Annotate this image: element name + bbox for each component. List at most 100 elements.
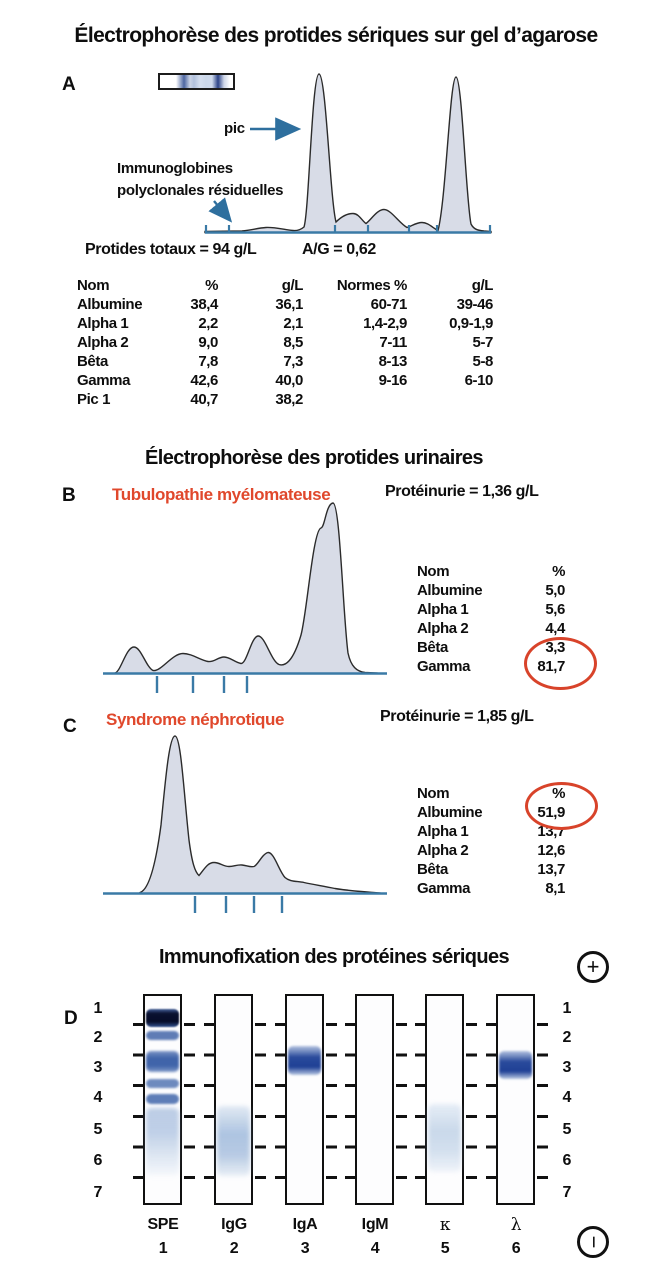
col-header-pct: % — [205, 277, 218, 294]
cell: Pic 1 — [77, 391, 111, 408]
table-row: Bêta 13,7 — [417, 860, 567, 879]
col-header-nom: Nom — [417, 563, 450, 580]
tick-column — [396, 1023, 407, 1179]
cell: 42,6 — [190, 372, 218, 389]
tick-column — [133, 1023, 144, 1179]
band — [146, 1094, 179, 1104]
cell: 0,9-1,9 — [449, 315, 493, 332]
table-row: Alpha 1 2,2 2,1 1,4-2,9 0,9-1,9 — [77, 314, 497, 333]
cell: 36,1 — [275, 296, 303, 313]
fraction-ticks-b — [155, 676, 249, 693]
lane-label-iga: IgA — [292, 1216, 318, 1233]
panel-b-diagnosis: Tubulopathie myélomateuse — [112, 485, 331, 504]
gel-lane-spe — [143, 994, 182, 1205]
cell: Gamma — [417, 880, 471, 897]
panel-c-diagnosis: Syndrome néphrotique — [106, 710, 285, 729]
ag-ratio-value: A/G = 0,62 — [302, 241, 376, 258]
cell: 7,3 — [283, 353, 303, 370]
scale-number-right: 4 — [562, 1089, 572, 1106]
table-header-row: Nom % g/L Normes % g/L — [77, 276, 497, 295]
cell: 7,8 — [198, 353, 218, 370]
cell: 40,7 — [190, 391, 218, 408]
scale-number-left: 5 — [93, 1121, 103, 1138]
cell: Albumine — [417, 804, 483, 821]
urine-density-curve-c — [139, 735, 381, 895]
table-header-row: Nom % — [417, 784, 567, 803]
cell: Bêta — [417, 639, 448, 656]
cell: Alpha 1 — [417, 601, 469, 618]
table-row: Alpha 2 4,4 — [417, 619, 567, 638]
cell: Gamma — [417, 658, 471, 675]
cell: Alpha 1 — [417, 823, 469, 840]
pic-annotation: pic — [224, 120, 245, 137]
serum-fractions-table: Nom % g/L Normes % g/L Albumine 38,4 36,… — [77, 276, 497, 409]
cell: Gamma — [77, 372, 131, 389]
table-row: Albumine 38,4 36,1 60-71 39-46 — [77, 295, 497, 314]
cell: 5,0 — [545, 582, 565, 599]
gel-lane-igg — [214, 994, 253, 1205]
band — [146, 1108, 179, 1176]
gel-lane-igm — [355, 994, 394, 1205]
cell: Bêta — [77, 353, 108, 370]
table-header-row: Nom % — [417, 562, 567, 581]
lane-label-kappa: κ — [439, 1215, 451, 1235]
cell: 5-8 — [472, 353, 494, 370]
fraction-ticks-a — [204, 225, 492, 232]
agarose-gel-strip-image — [158, 73, 235, 90]
scale-number-left: 3 — [93, 1059, 103, 1076]
tick-column — [255, 1023, 266, 1179]
cell: 9,0 — [198, 334, 218, 351]
anode-plus-icon: + — [577, 951, 609, 983]
tick-column — [537, 1023, 548, 1179]
lane-number: 1 — [158, 1240, 168, 1257]
cell: 38,2 — [275, 391, 303, 408]
col-header-normes: Normes % — [336, 277, 408, 294]
cell: Albumine — [77, 296, 143, 313]
urine-trace-c-chart — [103, 735, 387, 913]
scale-number-right: 7 — [562, 1184, 572, 1201]
cell: 51,9 — [537, 804, 565, 821]
cell: Alpha 2 — [77, 334, 129, 351]
urine-b-fractions-table: Nom % Albumine 5,0 Alpha 1 5,6 Alpha 2 4… — [417, 562, 567, 676]
plus-sign: + — [586, 954, 600, 979]
scale-number-left: 7 — [93, 1184, 103, 1201]
band — [146, 1031, 179, 1040]
scale-number-left: 4 — [93, 1089, 103, 1106]
cell: 60-71 — [370, 296, 408, 313]
scale-number-right: 5 — [562, 1121, 572, 1138]
panel-a-label: A — [62, 74, 76, 95]
cell: 5-7 — [472, 334, 494, 351]
table-row: Bêta 7,8 7,3 8-13 5-8 — [77, 352, 497, 371]
cell: 12,6 — [537, 842, 565, 859]
tick-column — [184, 1023, 195, 1179]
cell: 2,1 — [283, 315, 303, 332]
section-urinary-title: Électrophorèse des protides urinaires — [145, 447, 484, 469]
immuno-annotation-line1: Immunoglobines — [117, 160, 233, 177]
table-row: Gamma 8,1 — [417, 879, 567, 898]
urine-density-curve-b — [114, 502, 378, 675]
col-header-normes-gl: g/L — [471, 277, 494, 294]
highlight-circle-albumin — [525, 782, 598, 830]
panel-b-proteinuria: Protéinurie = 1,36 g/L — [385, 483, 539, 500]
lane-label-igg: IgG — [221, 1216, 247, 1233]
table-row: Gamma 81,7 — [417, 657, 567, 676]
band — [499, 1051, 532, 1079]
cell: 81,7 — [537, 658, 565, 675]
tick-column — [275, 1023, 286, 1179]
gel-lane-lambda — [496, 994, 535, 1205]
scale-number-left: 1 — [93, 1000, 103, 1017]
lane-number: 2 — [229, 1240, 239, 1257]
panel-c-label: C — [63, 716, 77, 737]
band — [217, 1106, 250, 1176]
table-row: Alpha 2 9,0 8,5 7-11 5-7 — [77, 333, 497, 352]
fraction-ticks-c — [193, 896, 284, 913]
band — [428, 1104, 461, 1172]
highlight-circle-beta-gamma — [524, 637, 597, 690]
section-d-title: Immunofixation des protéines sériques — [158, 946, 510, 968]
cathode-minus-icon: − — [577, 1226, 609, 1258]
table-row: Pic 1 40,7 38,2 — [77, 390, 497, 409]
lane-label-spe: SPE — [147, 1216, 179, 1233]
tick-column — [466, 1023, 477, 1179]
tick-column — [486, 1023, 497, 1179]
